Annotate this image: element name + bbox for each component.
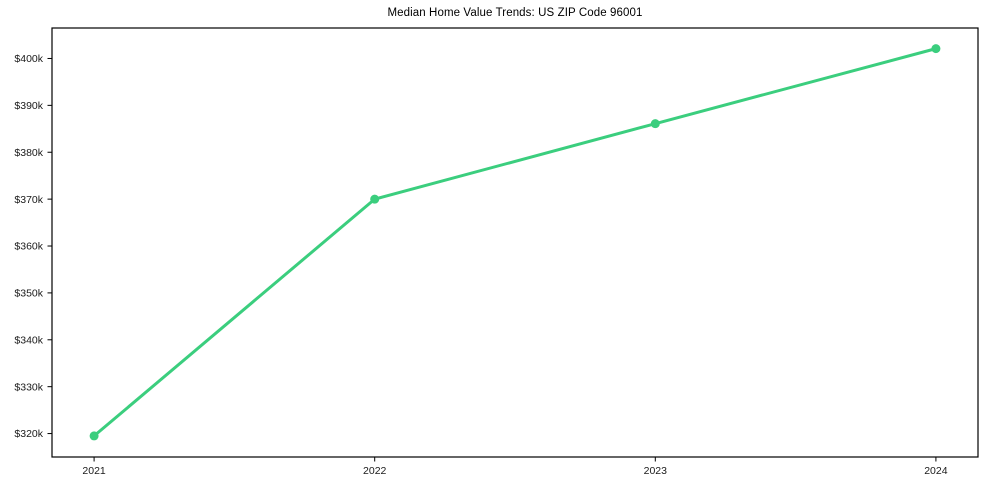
y-tick-label: $360k	[14, 241, 43, 253]
y-tick-label: $380k	[14, 147, 43, 159]
chart-title: Median Home Value Trends: US ZIP Code 96…	[387, 7, 643, 19]
x-tick-label: 2022	[363, 465, 387, 477]
x-tick-label: 2024	[924, 465, 948, 477]
data-point-marker	[650, 119, 660, 129]
x-tick-label: 2023	[644, 465, 668, 477]
y-tick-label: $330k	[14, 381, 43, 393]
plot-border	[51, 27, 979, 458]
y-tick-label: $320k	[14, 428, 43, 440]
y-tick-label: $400k	[14, 53, 43, 65]
y-tick-label: $350k	[14, 288, 43, 300]
y-tick-label: $390k	[14, 100, 43, 112]
data-point-marker	[370, 194, 380, 204]
data-point-marker	[931, 44, 941, 54]
trend-line	[92, 47, 938, 438]
x-tick-label: 2021	[82, 465, 106, 477]
y-tick-label: $340k	[14, 334, 43, 346]
data-point-marker	[89, 431, 99, 441]
y-tick-label: $370k	[14, 194, 43, 206]
